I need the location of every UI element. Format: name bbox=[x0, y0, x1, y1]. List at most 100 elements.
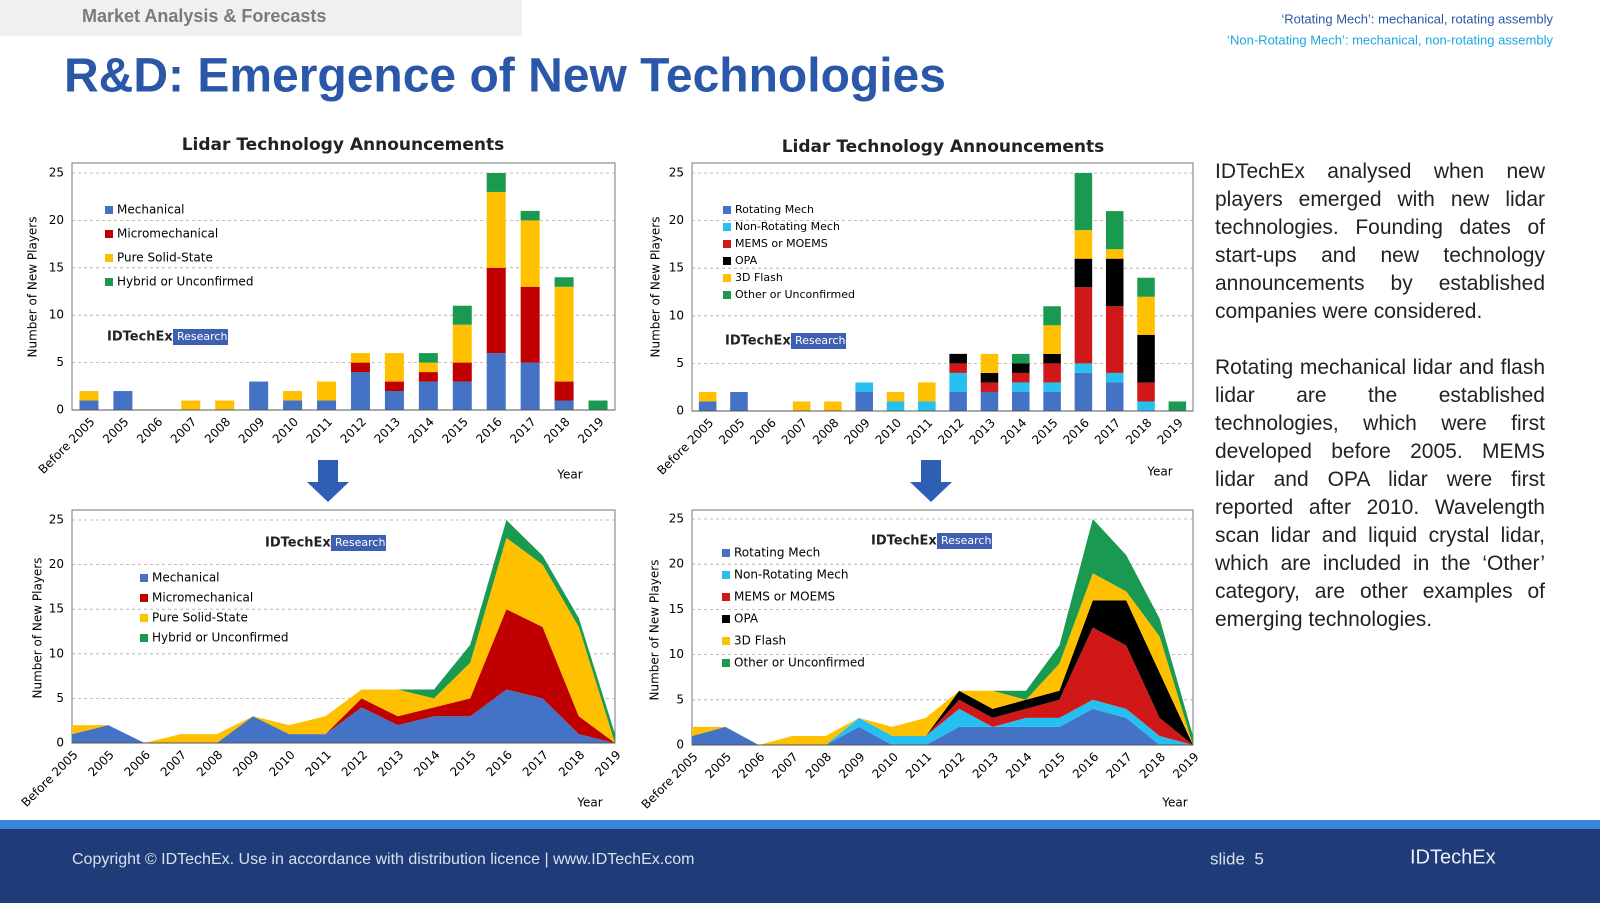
bar-segment bbox=[486, 267, 506, 354]
footer-logo: IDTechEx bbox=[1410, 846, 1496, 868]
bar-segment bbox=[554, 381, 574, 401]
section-bar bbox=[0, 0, 522, 36]
y-tick-label: 5 bbox=[676, 356, 684, 370]
y-tick-label: 5 bbox=[676, 692, 684, 706]
legend-swatch bbox=[723, 223, 731, 231]
y-tick-label: 15 bbox=[669, 261, 684, 275]
badge-brand: IDTechEx bbox=[107, 330, 173, 345]
area bbox=[72, 609, 615, 743]
badge-box bbox=[331, 535, 386, 551]
area bbox=[72, 689, 615, 743]
bar-segment bbox=[1105, 306, 1124, 373]
bar-segment bbox=[1105, 211, 1124, 250]
x-tick-label: 2009 bbox=[236, 415, 267, 446]
x-tick-label: 2015 bbox=[1029, 416, 1060, 447]
x-tick-label: 2005 bbox=[85, 748, 116, 779]
x-tick-label: 2006 bbox=[736, 750, 767, 781]
footer-stripe bbox=[0, 820, 1600, 829]
bar-segment bbox=[1012, 353, 1030, 364]
bar-segment bbox=[1105, 249, 1124, 259]
legend-label: Hybrid or Unconfirmed bbox=[152, 631, 288, 645]
y-tick-label: 25 bbox=[49, 513, 64, 527]
bar-segment bbox=[698, 391, 717, 402]
badge-tag: Research bbox=[177, 330, 227, 343]
legend-swatch bbox=[722, 549, 730, 557]
bar-segment bbox=[452, 362, 472, 382]
legend-label: Mechanical bbox=[152, 571, 220, 585]
x-tick-label: 2019 bbox=[592, 748, 623, 779]
slide-number: slide 5 bbox=[1210, 849, 1264, 868]
x-tick-label: Before 2005 bbox=[639, 750, 701, 812]
x-tick-label: 2010 bbox=[266, 748, 297, 779]
x-tick-label: 2013 bbox=[372, 415, 403, 446]
bar-segment bbox=[949, 391, 967, 411]
x-tick-label: 2006 bbox=[134, 415, 165, 446]
x-tick-label: 2014 bbox=[1003, 750, 1034, 781]
x-tick-label: 2019 bbox=[1170, 750, 1201, 781]
bar-segment bbox=[1043, 353, 1061, 364]
bar-segment bbox=[980, 372, 999, 383]
x-tick-label: 2011 bbox=[302, 748, 333, 779]
area bbox=[692, 627, 1193, 745]
badge-tag: Research bbox=[795, 334, 845, 347]
bar-segment bbox=[249, 381, 269, 410]
bar-segment bbox=[384, 391, 404, 410]
y-tick-label: 0 bbox=[56, 736, 64, 750]
y-tick-label: 25 bbox=[49, 166, 64, 180]
bar-segment bbox=[317, 381, 337, 401]
y-tick-label: 10 bbox=[669, 647, 684, 661]
y-tick-label: 15 bbox=[49, 602, 64, 616]
x-tick-label: 2005 bbox=[716, 416, 747, 447]
y-tick-label: 20 bbox=[49, 213, 64, 227]
x-axis-label: Year bbox=[556, 468, 582, 482]
y-tick-label: 15 bbox=[669, 602, 684, 616]
legend-label: Other or Unconfirmed bbox=[734, 656, 865, 670]
y-axis-label: Number of New Players bbox=[648, 560, 662, 701]
x-tick-label: 2008 bbox=[810, 416, 841, 447]
legend-label: MEMS or MOEMS bbox=[735, 237, 828, 250]
bar-segment bbox=[317, 400, 337, 410]
bar-segment bbox=[1105, 382, 1124, 411]
bar-segment bbox=[1168, 401, 1187, 411]
x-tick-label: 2014 bbox=[998, 416, 1029, 447]
x-tick-label: 2007 bbox=[779, 416, 810, 447]
y-tick-label: 10 bbox=[49, 646, 64, 660]
x-tick-label: 2019 bbox=[575, 415, 606, 446]
badge-box bbox=[173, 329, 228, 345]
badge-brand: IDTechEx bbox=[871, 534, 937, 549]
chart-title: Lidar Technology Announcements bbox=[782, 137, 1105, 157]
x-tick-label: Before 2005 bbox=[19, 748, 81, 810]
legend-label: 3D Flash bbox=[734, 634, 786, 648]
area bbox=[692, 573, 1193, 745]
footer bbox=[0, 829, 1600, 903]
bar-segment bbox=[452, 381, 472, 410]
copyright: Copyright © IDTechEx. Use in accordance … bbox=[72, 851, 694, 868]
x-tick-label: 2016 bbox=[483, 748, 514, 779]
x-tick-label: 2017 bbox=[1092, 416, 1123, 447]
bar-segment bbox=[918, 401, 936, 411]
section-title: Market Analysis & Forecasts bbox=[82, 6, 326, 26]
x-tick-label: 2016 bbox=[473, 415, 504, 446]
y-axis-label: Number of New Players bbox=[31, 558, 45, 699]
legend-swatch bbox=[140, 594, 148, 602]
legend-label: Pure Solid-State bbox=[152, 611, 248, 625]
legend-swatch bbox=[140, 614, 148, 622]
y-tick-label: 15 bbox=[49, 260, 64, 274]
bar-segment bbox=[1105, 258, 1124, 307]
chart-title: Lidar Technology Announcements bbox=[182, 135, 505, 155]
area bbox=[692, 708, 1193, 745]
x-tick-label: 2017 bbox=[507, 415, 538, 446]
legend-label: 3D Flash bbox=[735, 271, 783, 284]
y-tick-label: 5 bbox=[56, 355, 64, 369]
x-tick-label: 2012 bbox=[935, 416, 966, 447]
x-tick-label: 2007 bbox=[158, 748, 189, 779]
bar-segment bbox=[418, 362, 438, 373]
x-tick-label: 2015 bbox=[439, 415, 470, 446]
x-tick-label: 2007 bbox=[769, 750, 800, 781]
y-tick-label: 10 bbox=[49, 308, 64, 322]
bar-segment bbox=[452, 324, 472, 363]
x-tick-label: 2006 bbox=[747, 416, 778, 447]
bar-segment bbox=[215, 400, 235, 410]
bar-segment bbox=[1043, 363, 1061, 383]
